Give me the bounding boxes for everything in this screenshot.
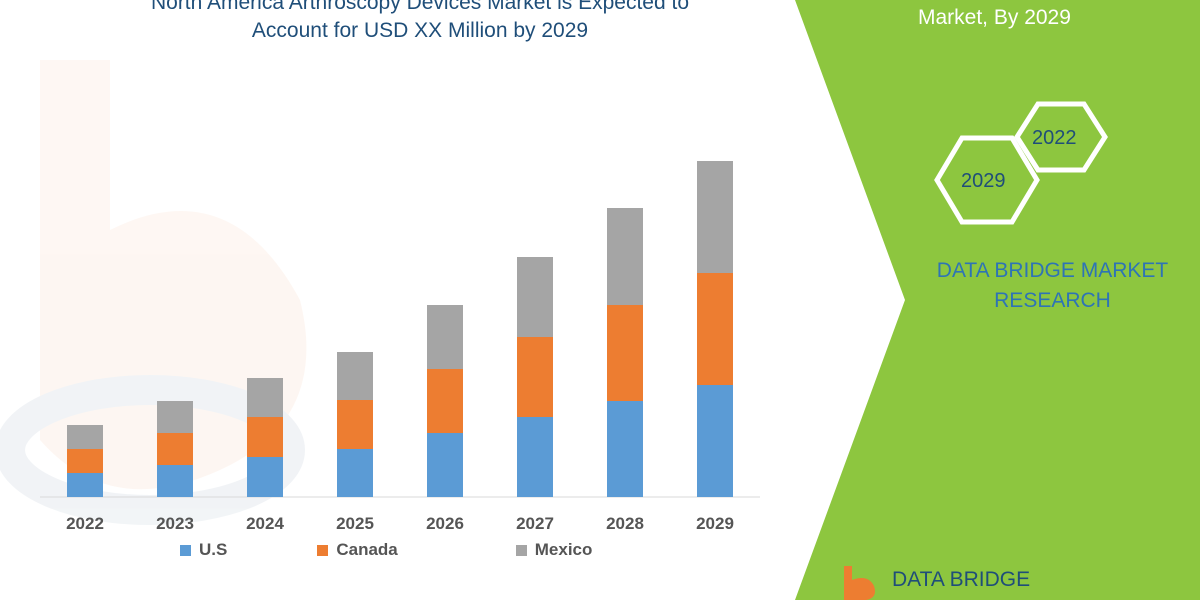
bar-mexico-2028 — [607, 208, 643, 305]
chart-title-line1: North America Arthroscopy Devices Market… — [150, 0, 690, 14]
x-tick-label: 2027 — [516, 514, 554, 533]
bar-canada-2027 — [517, 337, 553, 417]
hexagon-2022 — [1014, 101, 1108, 173]
bar-us-2027 — [517, 417, 553, 497]
bar-us-2022 — [67, 473, 103, 497]
bar-us-2028 — [607, 401, 643, 497]
brand-name-line1: DATA BRIDGE MARKET — [936, 259, 1169, 282]
side-panel-heading: Market, By 2029 — [918, 6, 1071, 29]
brand-logo-text: DATA BRIDGE — [892, 568, 1031, 591]
bar-canada-2026 — [427, 369, 463, 433]
bar-us-2025 — [337, 449, 373, 497]
bar-us-2029 — [697, 385, 733, 497]
legend-swatch — [515, 544, 527, 556]
chart-title-line2: Account for USD XX Million by 2029 — [251, 19, 589, 42]
legend-swatch — [317, 544, 329, 556]
bar-us-2024 — [247, 457, 283, 497]
brand-logo-icon — [844, 566, 875, 600]
bar-mexico-2025 — [337, 352, 373, 400]
x-tick-label: 2025 — [336, 514, 374, 533]
bar-mexico-2027 — [517, 257, 553, 337]
bar-us-2026 — [427, 433, 463, 497]
x-tick-label: 2022 — [66, 514, 104, 533]
bar-mexico-2026 — [427, 305, 463, 369]
chart-legend: U.S Canada Mexico — [180, 540, 592, 560]
bar-canada-2029 — [697, 273, 733, 385]
legend-label: U.S — [199, 540, 228, 559]
bar-us-2023 — [157, 465, 193, 497]
legend-swatch — [180, 544, 191, 556]
x-tick-label: 2023 — [156, 514, 194, 533]
bar-canada-2023 — [157, 433, 193, 465]
legend-item: U.S — [180, 540, 227, 560]
legend-label: Mexico — [534, 540, 593, 559]
legend-label: Canada — [336, 540, 398, 559]
brand-name: DATA BRIDGE MARKET RESEARCH — [925, 256, 1180, 316]
bar-mexico-2022 — [67, 425, 103, 449]
brand-name-line2: RESEARCH — [994, 289, 1111, 312]
x-tick-label: 2026 — [426, 514, 464, 533]
bar-canada-2028 — [607, 305, 643, 401]
x-tick-label: 2029 — [696, 514, 734, 533]
bar-mexico-2029 — [697, 161, 733, 273]
hexagon-label-2029: 2029 — [961, 170, 1006, 192]
stacked-bar-chart: 2022 2023 2024 2025 2026 2027 2028 2029 — [40, 161, 760, 533]
bar-mexico-2023 — [157, 401, 193, 433]
hexagon-label-2022: 2022 — [1032, 127, 1077, 149]
brand-logo-mark — [844, 566, 875, 600]
legend-item: Mexico — [515, 540, 593, 560]
x-tick-label: 2024 — [246, 514, 284, 533]
x-tick-label: 2028 — [606, 514, 644, 533]
bar-mexico-2024 — [247, 378, 283, 417]
bar-canada-2025 — [337, 400, 373, 449]
bar-canada-2022 — [67, 449, 103, 473]
legend-item: Canada — [317, 540, 398, 560]
bar-canada-2024 — [247, 417, 283, 457]
hexagon-2029 — [934, 135, 1040, 225]
